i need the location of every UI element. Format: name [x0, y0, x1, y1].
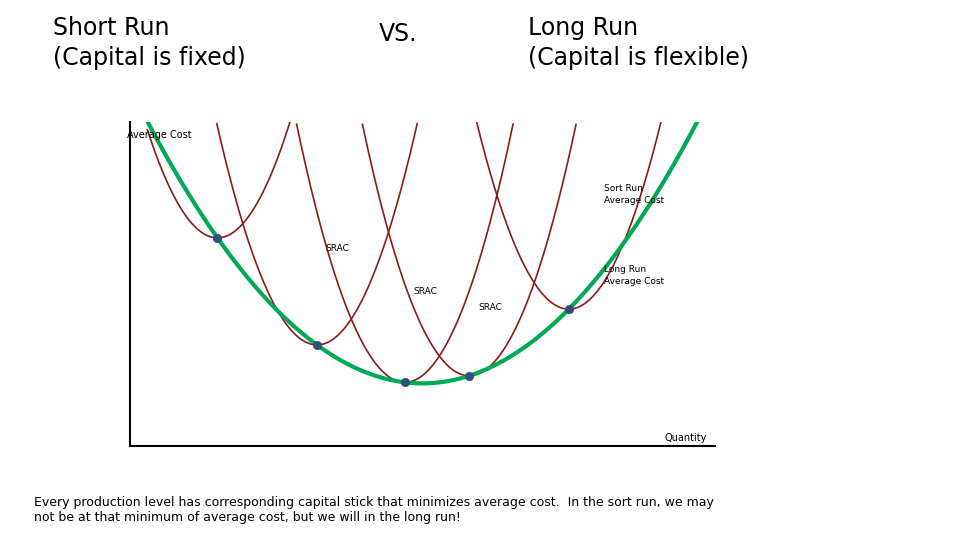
- Text: SRAC: SRAC: [325, 244, 349, 253]
- Text: SRAC: SRAC: [414, 287, 438, 296]
- Text: Long Run
(Capital is flexible): Long Run (Capital is flexible): [528, 16, 749, 70]
- Text: Long Run
Average Cost: Long Run Average Cost: [604, 265, 664, 286]
- Text: VS.: VS.: [379, 22, 418, 45]
- Text: Quantity: Quantity: [664, 433, 707, 443]
- Text: SRAC: SRAC: [478, 303, 502, 313]
- Text: Every production level has corresponding capital stick that minimizes average co: Every production level has corresponding…: [34, 496, 713, 524]
- Text: Average Cost: Average Cost: [127, 130, 191, 140]
- Text: Sort Run
Average Cost: Sort Run Average Cost: [604, 184, 664, 205]
- Text: Short Run
(Capital is fixed): Short Run (Capital is fixed): [53, 16, 246, 70]
